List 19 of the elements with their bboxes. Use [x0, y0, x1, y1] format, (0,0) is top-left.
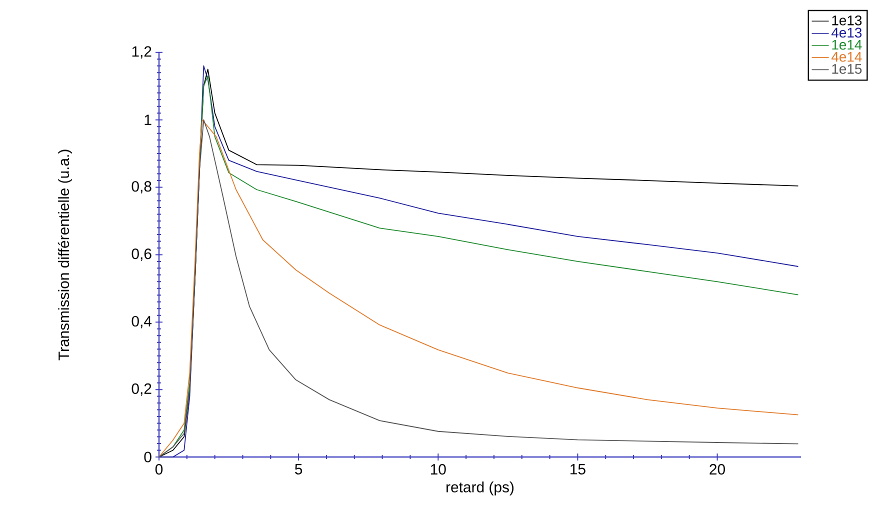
legend-label: 1e15 — [832, 64, 862, 74]
y-tick-label: 0,8 — [132, 181, 152, 194]
y-axis-title: Transmission différentielle (u.a.) — [58, 150, 72, 360]
x-tick-label: 20 — [710, 464, 725, 475]
legend-label: 4e13 — [831, 28, 862, 38]
x-tick-label: 15 — [570, 464, 586, 474]
y-tick-label: 1 — [144, 114, 152, 125]
legend-label: 1e13 — [832, 15, 862, 26]
legend-label: 1e14 — [832, 40, 862, 50]
y-tick-label: 1,2 — [132, 46, 152, 59]
y-tick-label: 0,4 — [132, 316, 152, 328]
y-tick-label: 0 — [144, 452, 152, 462]
x-axis-title: retard (ps) — [446, 481, 514, 496]
legend-label: 4e14 — [831, 52, 862, 62]
x-tick-label: 10 — [430, 464, 446, 475]
x-tick-label: 0 — [155, 464, 163, 475]
y-tick-label: 0,6 — [132, 248, 152, 261]
y-tick-label: 0,2 — [132, 383, 152, 396]
x-tick-label: 5 — [295, 464, 302, 474]
